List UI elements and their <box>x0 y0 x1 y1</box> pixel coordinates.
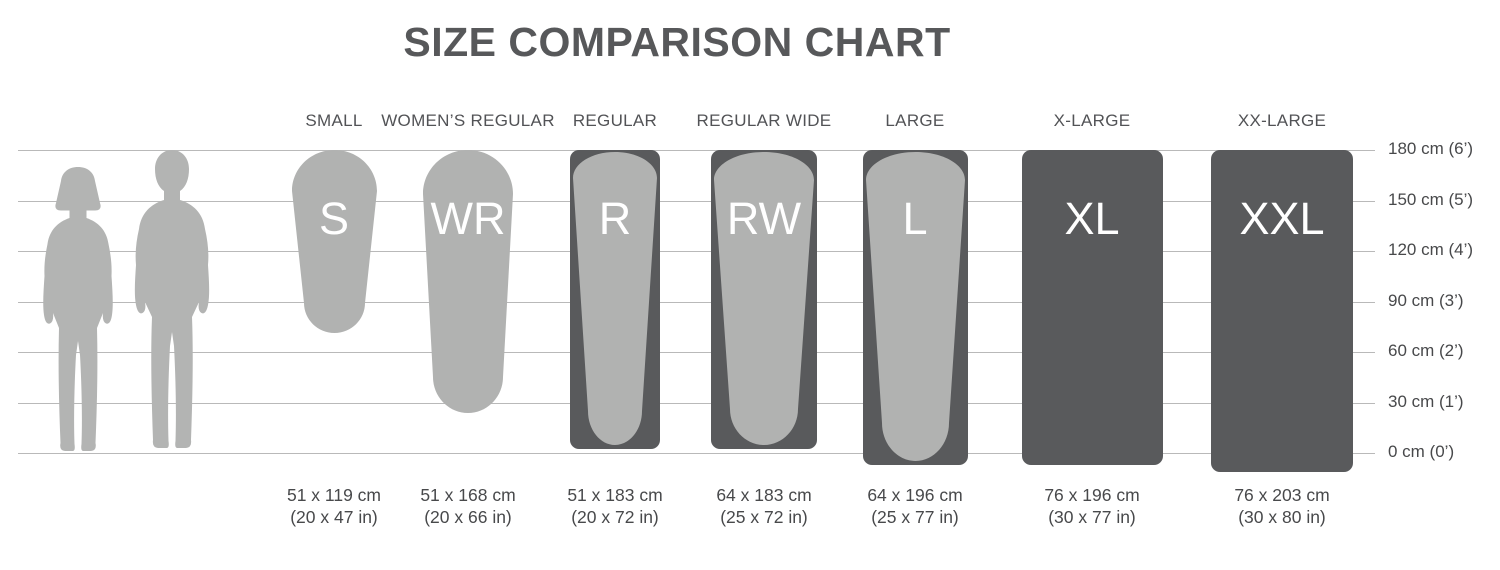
pad-womens-regular-shape <box>423 150 513 413</box>
axis-tick-label-0cm: 0 cm (0’) <box>1388 442 1455 461</box>
pad-dimensions-small: 51 x 119 cm (20 x 47 in) <box>239 484 429 528</box>
pad-code-regular-wide: RW <box>726 193 802 244</box>
pad-dimensions-large: 64 x 196 cm (25 x 77 in) <box>820 484 1010 528</box>
woman-silhouette <box>43 167 113 451</box>
pad-code-regular: R <box>598 193 632 244</box>
column-header-xx-large: XX-LARGE <box>1237 111 1327 130</box>
gridline-0cm <box>18 453 1375 454</box>
pad-dimensions-x-large: 76 x 196 cm (30 x 77 in) <box>997 484 1187 528</box>
pad-regular-wide-inner-shape <box>714 152 814 445</box>
chart-title: SIZE COMPARISON CHART <box>403 19 951 65</box>
pad-dimensions-in-large: (25 x 77 in) <box>871 507 959 527</box>
pad-regular-inner-shape <box>573 152 657 445</box>
pad-dimensions-cm-large: 64 x 196 cm <box>867 485 963 505</box>
pad-dimensions-xx-large: 76 x 203 cm (30 x 80 in) <box>1187 484 1377 528</box>
pad-dimensions-womens-regular: 51 x 168 cm (20 x 66 in) <box>373 484 563 528</box>
axis-tick-label-120cm: 120 cm (4’) <box>1388 240 1474 259</box>
column-header-large: LARGE <box>885 111 945 130</box>
axis-tick-label-60cm: 60 cm (2’) <box>1388 341 1464 360</box>
gridline-60cm <box>18 352 1375 353</box>
pad-dimensions-in-womens-regular: (20 x 66 in) <box>424 507 512 527</box>
pad-regular-inner <box>573 152 657 445</box>
axis-tick-label-180cm: 180 cm (6’) <box>1388 139 1474 158</box>
pad-dimensions-in-regular-wide: (25 x 72 in) <box>720 507 808 527</box>
pad-xx-large <box>1211 150 1353 472</box>
pad-dimensions-cm-x-large: 76 x 196 cm <box>1044 485 1140 505</box>
axis-tick-label-30cm: 30 cm (1’) <box>1388 391 1464 411</box>
pad-code-x-large: XL <box>1064 193 1120 244</box>
pad-dimensions-in-small: (20 x 47 in) <box>290 507 378 527</box>
pad-large <box>862 150 968 465</box>
pad-dimensions-cm-womens-regular: 51 x 168 cm <box>420 485 516 505</box>
column-header-small: SMALL <box>305 111 363 130</box>
pad-dimensions-regular-wide: 64 x 183 cm (25 x 72 in) <box>669 484 859 528</box>
woman-silhouette-path <box>43 167 113 451</box>
pad-dimensions-in-xx-large: (30 x 80 in) <box>1238 507 1326 527</box>
column-header-womens-regular: WOMEN’S REGULAR <box>381 111 555 130</box>
pad-small <box>291 150 377 333</box>
pad-code-large: L <box>902 193 928 244</box>
pad-large-inner-shape <box>865 152 965 461</box>
man-silhouette <box>134 150 210 448</box>
pad-dimensions-cm-regular: 51 x 183 cm <box>567 485 663 505</box>
pad-dimensions-in-regular: (20 x 72 in) <box>571 507 659 527</box>
man-silhouette-path <box>134 150 210 448</box>
gridline-120cm <box>18 251 1375 252</box>
gridline-90cm <box>18 301 1375 303</box>
axis-tick-label-150cm: 150 cm (5’) <box>1388 189 1474 209</box>
pad-large-inner <box>865 152 965 461</box>
pad-regular-wide-inner <box>714 152 814 445</box>
column-header-x-large: X-LARGE <box>1053 111 1131 130</box>
pad-dimensions-cm-xx-large: 76 x 203 cm <box>1234 485 1330 505</box>
pad-dimensions-in-x-large: (30 x 77 in) <box>1048 507 1136 527</box>
pad-womens-regular <box>423 150 513 413</box>
column-header-regular: REGULAR <box>572 111 658 130</box>
pad-dimensions-cm-small: 51 x 119 cm <box>286 485 382 505</box>
axis-tick-label-90cm: 90 cm (3’) <box>1388 290 1464 310</box>
pad-code-womens-regular: WR <box>430 193 506 244</box>
pad-dimensions-regular: 51 x 183 cm (20 x 72 in) <box>520 484 710 528</box>
pad-code-xx-large: XXL <box>1239 193 1325 244</box>
gridline-30cm <box>18 402 1375 404</box>
column-header-regular-wide: REGULAR WIDE <box>696 111 832 130</box>
gridline-180cm <box>18 150 1375 151</box>
pad-dimensions-cm-regular-wide: 64 x 183 cm <box>716 485 812 505</box>
pad-x-large <box>1021 150 1163 465</box>
gridline-150cm <box>18 200 1375 202</box>
pad-regular <box>570 150 660 449</box>
pad-regular-wide <box>711 150 817 449</box>
pad-code-small: S <box>318 193 349 244</box>
pad-small-shape <box>291 150 377 333</box>
